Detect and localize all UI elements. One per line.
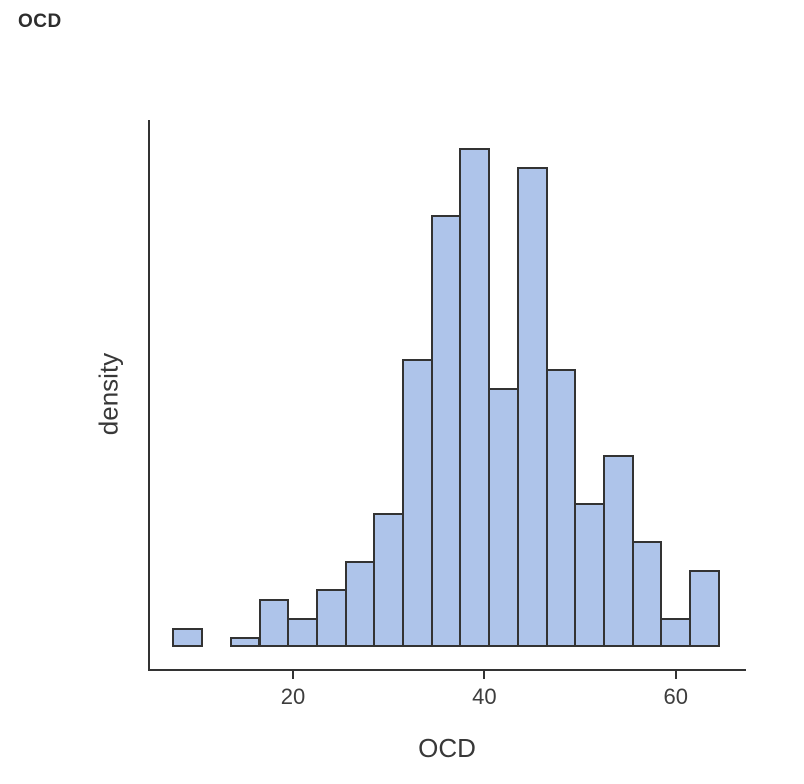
histogram-bar	[689, 570, 720, 647]
x-tick-label: 40	[472, 684, 497, 709]
page-title: OCD	[18, 11, 62, 32]
x-tick-mark	[292, 670, 294, 679]
histogram-bar	[459, 147, 491, 647]
histogram-bar	[631, 541, 663, 647]
histogram-bar	[516, 167, 548, 647]
histogram-bar	[172, 627, 204, 647]
histogram-bar	[545, 368, 577, 647]
histogram-bar	[315, 589, 347, 647]
histogram-bar	[229, 637, 261, 647]
histogram-bar	[660, 618, 692, 647]
histogram-bar	[344, 560, 376, 647]
histogram-bar	[488, 387, 519, 647]
histogram-bar	[287, 618, 318, 647]
histogram-bar	[402, 359, 433, 647]
x-tick-mark	[674, 670, 677, 679]
histogram-bar	[603, 455, 634, 647]
x-tick-label: 60	[663, 684, 689, 709]
x-tick-label: 20	[280, 684, 306, 709]
histogram-bar	[430, 215, 462, 647]
histogram-bar	[373, 512, 405, 647]
x-axis-line	[148, 669, 746, 671]
histogram-bar	[258, 599, 290, 647]
y-axis-line	[148, 120, 150, 671]
histogram-bar	[574, 503, 606, 647]
y-axis-title: density	[93, 352, 124, 436]
x-axis-title: OCD	[418, 733, 476, 763]
x-tick-mark	[483, 670, 486, 679]
